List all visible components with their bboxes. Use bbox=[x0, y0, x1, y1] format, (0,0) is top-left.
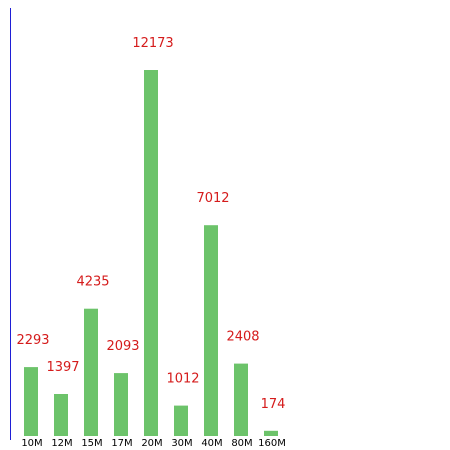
x-tick-label-160m: 160M bbox=[258, 438, 286, 449]
bar-40m bbox=[204, 225, 218, 436]
bar-20m bbox=[144, 70, 158, 436]
value-label-160m: 174 bbox=[261, 397, 286, 412]
value-label-20m: 12173 bbox=[132, 36, 173, 51]
x-tick-label-15m: 15M bbox=[81, 438, 102, 449]
x-tick-label-30m: 30M bbox=[171, 438, 192, 449]
bar-80m bbox=[234, 363, 248, 436]
x-tick-label-17m: 17M bbox=[111, 438, 132, 449]
x-tick-label-20m: 20M bbox=[141, 438, 162, 449]
bar-17m bbox=[114, 373, 128, 436]
value-label-17m: 2093 bbox=[106, 339, 139, 354]
value-labels-group: 2293 1397 4235 2093 12173 1012 7012 2408 174 bbox=[16, 36, 285, 412]
bar-160m bbox=[264, 430, 278, 436]
bar-10m bbox=[24, 367, 38, 436]
value-label-30m: 1012 bbox=[166, 372, 199, 387]
x-tick-label-12m: 12M bbox=[51, 438, 72, 449]
bar-30m bbox=[174, 405, 188, 436]
value-label-12m: 1397 bbox=[46, 360, 79, 375]
value-label-80m: 2408 bbox=[226, 330, 259, 345]
value-label-10m: 2293 bbox=[16, 333, 49, 348]
x-tick-labels-group: 10M 12M 15M 17M 20M 30M 40M 80M 160M bbox=[21, 438, 286, 449]
x-tick-label-10m: 10M bbox=[21, 438, 42, 449]
value-label-40m: 7012 bbox=[196, 191, 229, 206]
value-label-15m: 4235 bbox=[76, 275, 109, 290]
bars-group bbox=[24, 70, 278, 436]
x-tick-label-80m: 80M bbox=[231, 438, 252, 449]
bar-15m bbox=[84, 308, 98, 436]
x-tick-label-40m: 40M bbox=[201, 438, 222, 449]
bar-12m bbox=[54, 394, 68, 436]
